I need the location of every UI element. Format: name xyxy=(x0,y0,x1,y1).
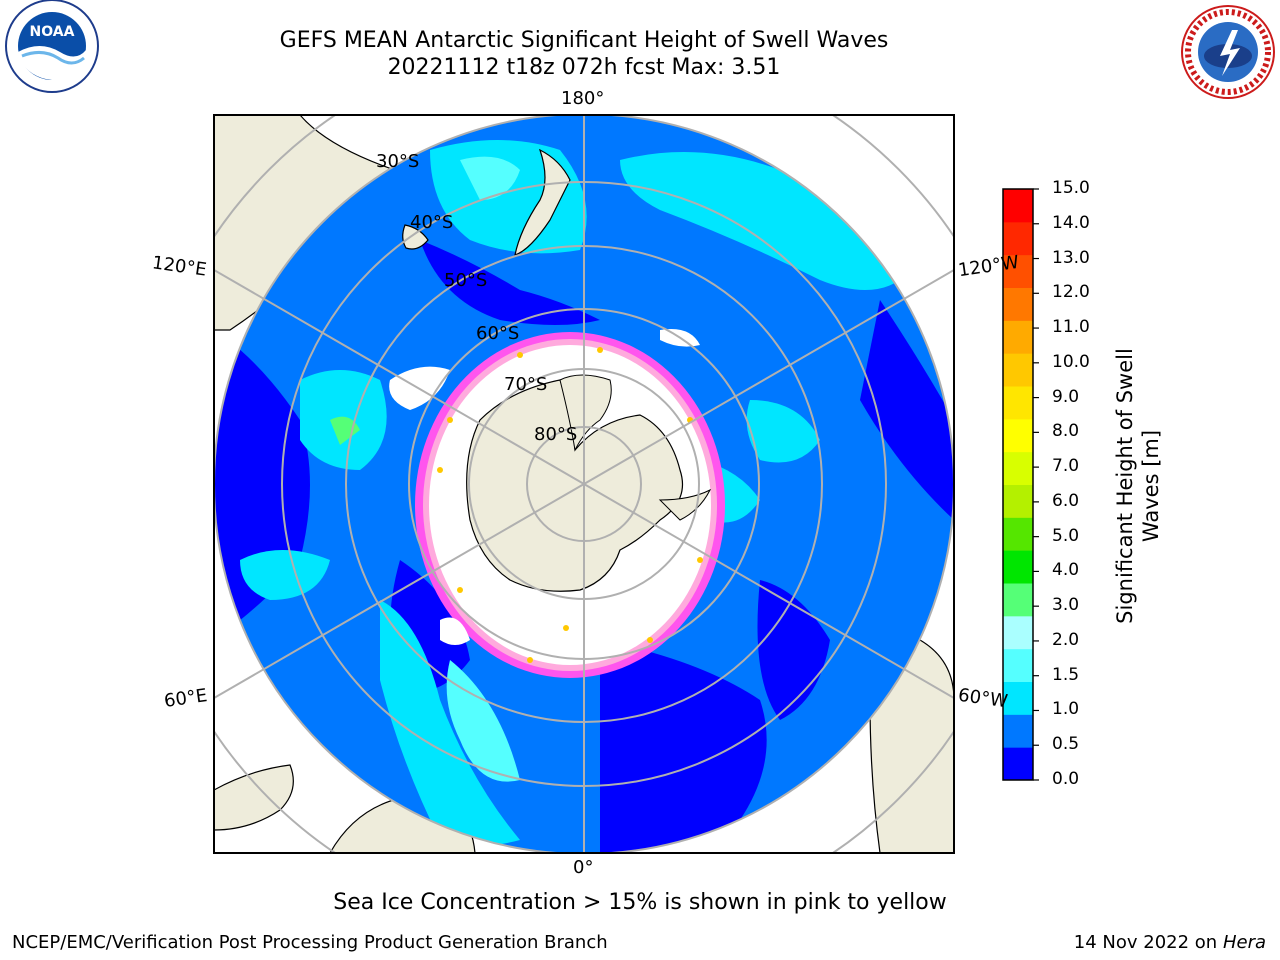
colorbar-tick-label: 10.0 xyxy=(1052,351,1090,372)
colorbar-segment xyxy=(1003,189,1033,223)
lon-label-180: 180° xyxy=(561,88,605,109)
colorbar-tick-label: 2.0 xyxy=(1052,629,1080,650)
lat-label-40s: 40°S xyxy=(410,212,454,233)
colorbar-frame xyxy=(1002,188,1034,781)
longitude-gridlines xyxy=(214,115,954,853)
colorbar-segment xyxy=(1003,386,1033,420)
colorbar-segment xyxy=(1003,517,1033,551)
map-frame xyxy=(213,114,955,854)
colorbar xyxy=(1002,188,1039,781)
colorbar-segment xyxy=(1003,418,1033,453)
colorbar-tick-label: 0.5 xyxy=(1052,734,1080,755)
colorbar-segment xyxy=(1003,287,1033,321)
lon-label-0: 0° xyxy=(573,857,594,878)
colorbar-segment xyxy=(1003,353,1033,387)
colorbar-tick-label: 8.0 xyxy=(1052,421,1080,442)
colorbar-segment xyxy=(1003,484,1033,518)
lat-label-80s: 80°S xyxy=(534,424,578,445)
colorbar-segment xyxy=(1003,254,1033,288)
colorbar-tick-label: 5.0 xyxy=(1052,525,1080,546)
colorbar-tick-label: 3.0 xyxy=(1052,595,1080,616)
new-zealand-land xyxy=(514,148,571,256)
colorbar-label-line1: Significant Height of Swell xyxy=(1113,348,1137,624)
footer-date: 14 Nov 2022 on Hera xyxy=(1074,932,1266,953)
tasmania-land xyxy=(402,224,429,250)
nws-logo xyxy=(1181,5,1275,99)
colorbar-segment xyxy=(1003,451,1033,485)
colorbar-label: Significant Height of Swell Waves [m] xyxy=(1112,336,1164,636)
colorbar-segment xyxy=(1003,550,1033,584)
colorbar-tick-label: 13.0 xyxy=(1052,247,1090,268)
chart-title: GEFS MEAN Antarctic Significant Height o… xyxy=(279,28,889,53)
colorbar-tick-label: 14.0 xyxy=(1052,212,1090,233)
lat-label-50s: 50°S xyxy=(444,270,488,291)
colorbar-segment xyxy=(1003,221,1033,256)
colorbar-tick-label: 9.0 xyxy=(1052,386,1080,407)
lat-label-60s: 60°S xyxy=(476,323,520,344)
colorbar-tick-label: 1.0 xyxy=(1052,699,1080,720)
colorbar-segment xyxy=(1003,747,1033,781)
noaa-logo: NOAA xyxy=(5,0,99,93)
colorbar-segment xyxy=(1003,320,1033,354)
colorbar-segment xyxy=(1003,583,1033,617)
colorbar-tick-label: 12.0 xyxy=(1052,282,1090,303)
colorbar-segment xyxy=(1003,681,1033,715)
lat-label-70s: 70°S xyxy=(504,374,548,395)
madagascar-land xyxy=(214,764,294,831)
colorbar-tick-label: 11.0 xyxy=(1052,317,1090,338)
colorbar-segment xyxy=(1003,615,1033,650)
colorbar-label-line2: Waves [m] xyxy=(1139,429,1163,543)
antarctica-land xyxy=(466,379,684,592)
footer-credit: NCEP/EMC/Verification Post Processing Pr… xyxy=(12,932,608,953)
swell-field xyxy=(214,115,954,853)
noaa-wordmark: NOAA xyxy=(30,24,75,40)
colorbar-segment xyxy=(1003,648,1033,682)
colorbar-tick-label: 7.0 xyxy=(1052,456,1080,477)
colorbar-tick-label: 1.5 xyxy=(1052,664,1080,685)
colorbar-tick-label: 4.0 xyxy=(1052,560,1080,581)
colorbar-tick-label: 0.0 xyxy=(1052,769,1080,789)
sea-ice-note: Sea Ice Concentration > 15% is shown in … xyxy=(333,890,947,915)
footer-host: Hera xyxy=(1222,932,1266,953)
colorbar-tick-label: 6.0 xyxy=(1052,490,1080,511)
colorbar-segment xyxy=(1003,714,1033,748)
colorbar-tick-label: 15.0 xyxy=(1052,178,1090,198)
chart-subtitle: 20221112 t18z 072h fcst Max: 3.51 xyxy=(387,55,781,80)
footer-date-text: 14 Nov 2022 on xyxy=(1073,932,1218,953)
lat-label-30s: 30°S xyxy=(376,151,420,172)
